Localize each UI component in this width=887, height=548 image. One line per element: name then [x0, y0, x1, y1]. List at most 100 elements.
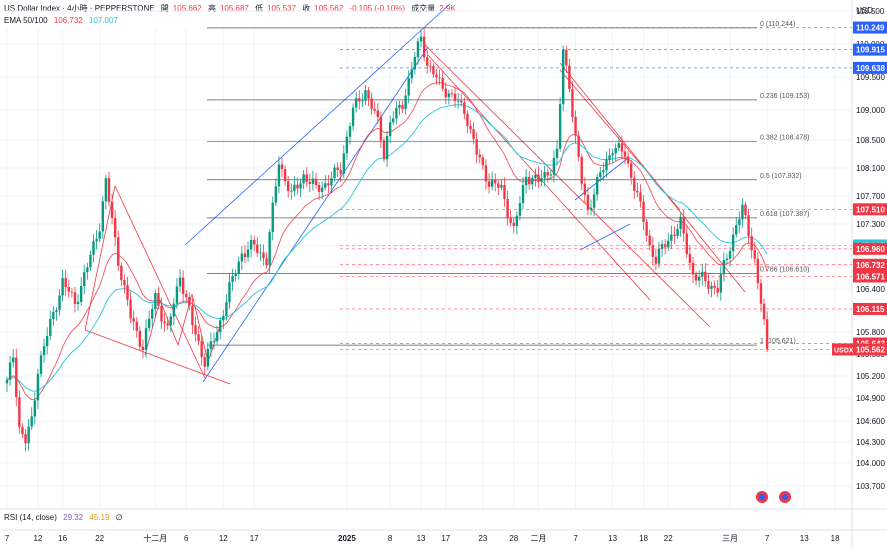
- candle-body: [79, 286, 83, 302]
- candle-body: [345, 136, 349, 154]
- candle-body: [327, 183, 330, 186]
- candle-body: [419, 36, 423, 42]
- candle-body: [682, 216, 685, 234]
- candle-body: [52, 311, 55, 319]
- candle-body: [67, 287, 70, 292]
- candle-body: [401, 104, 404, 110]
- candle-body: [636, 190, 639, 193]
- candle-body: [185, 293, 188, 298]
- ema-legend[interactable]: EMA 50/100 106.732 107.007: [4, 16, 122, 25]
- fib-level-label: 0.382 (108.478): [760, 135, 809, 142]
- candle-body: [716, 287, 719, 293]
- candle-body: [611, 153, 614, 156]
- candle-body: [435, 74, 438, 78]
- candle-body: [104, 178, 108, 202]
- symbol-title[interactable]: US Dollar Index · 4小時 · PEPPERSTONE: [4, 4, 155, 13]
- candle-body: [639, 192, 642, 202]
- trend-line: [202, 46, 429, 383]
- candle-body: [39, 355, 43, 374]
- candle-body: [333, 167, 336, 179]
- candle-body: [617, 143, 621, 148]
- candle-body: [123, 280, 126, 286]
- candle-body: [497, 183, 500, 188]
- price-tick-label: 107.700: [856, 192, 885, 201]
- currency-label[interactable]: USD: [856, 6, 873, 15]
- candle-body: [24, 434, 27, 444]
- candle-body: [762, 303, 766, 320]
- candle-body: [460, 100, 463, 103]
- candle-body: [215, 332, 219, 342]
- candle-body: [110, 201, 114, 218]
- candle-body: [55, 310, 58, 312]
- candle-body: [188, 297, 191, 306]
- candle-body: [163, 321, 166, 324]
- candle-body: [277, 164, 281, 187]
- candle-body: [595, 177, 599, 195]
- candle-body: [234, 273, 237, 277]
- candle-body: [361, 100, 364, 102]
- candle-body: [364, 90, 367, 101]
- time-axis[interactable]: 7 12 16 22 十二月 6 12 17 2025 8 13 17 23 28 二月 7 13 18 22 三月 7…: [5, 533, 840, 543]
- time-tick-label: 17: [441, 534, 450, 543]
- candle-body: [27, 426, 30, 444]
- candle-body: [574, 116, 577, 136]
- candle-body: [555, 148, 559, 158]
- symbol-tag-box: [832, 343, 853, 356]
- fib-level-label: 0.236 (109.153): [760, 93, 809, 100]
- candle-body: [577, 135, 580, 157]
- candle-body: [481, 157, 485, 166]
- candle-body: [626, 156, 630, 164]
- candle-body: [231, 276, 234, 283]
- candle-body: [317, 184, 321, 192]
- candle-body: [475, 139, 478, 155]
- candle-body: [728, 251, 732, 259]
- price-tick-label: 108.100: [856, 164, 885, 173]
- candle-body: [144, 328, 148, 350]
- candle-body: [268, 232, 271, 266]
- candle-body: [500, 185, 503, 188]
- candle-body: [765, 319, 769, 350]
- rsi-label: RSI (14, close): [4, 513, 57, 522]
- candle-body: [11, 357, 15, 363]
- candle-body: [194, 325, 197, 335]
- time-tick-label: 17: [250, 534, 259, 543]
- candle-body: [283, 169, 287, 182]
- candle-body: [113, 217, 117, 238]
- candle-body: [302, 174, 305, 184]
- time-tick-label: 22: [664, 534, 673, 543]
- candle-body: [293, 184, 296, 191]
- candle-body: [120, 265, 123, 281]
- price-tag-label: 106.960: [856, 245, 885, 254]
- candle-body: [524, 176, 528, 186]
- candle-body: [203, 357, 206, 367]
- time-tick-label: 13: [417, 534, 426, 543]
- candle-body: [101, 201, 104, 232]
- candle-body: [240, 253, 244, 262]
- candle-body: [562, 49, 565, 105]
- candle-body: [135, 321, 138, 331]
- candle-body: [191, 305, 194, 326]
- candle-body: [296, 184, 299, 189]
- time-tick-label: 7: [5, 534, 10, 543]
- candle-body: [722, 259, 726, 275]
- rsi-legend[interactable]: RSI (14, close) 29.32 45.19 ∅: [4, 513, 127, 522]
- candle-body: [673, 234, 676, 236]
- candle-body: [348, 126, 352, 137]
- candle-body: [543, 172, 546, 179]
- candle-body: [565, 49, 568, 66]
- time-tick-label: 十二月: [143, 533, 167, 543]
- candle-body: [741, 204, 744, 220]
- candle-body: [416, 41, 420, 57]
- candle-body: [45, 335, 49, 347]
- candle-body: [336, 167, 339, 171]
- candle-body: [456, 100, 460, 102]
- trend-drawings: [84, 3, 746, 385]
- candle-body: [426, 57, 429, 66]
- price-tick-label: 104.900: [856, 394, 885, 403]
- candle-body: [654, 256, 658, 264]
- us-flag-event-icon-inner: [759, 494, 765, 500]
- price-tick-label: 104.300: [856, 438, 885, 447]
- trend-line: [84, 329, 231, 385]
- price-tag-label: 105.562: [856, 345, 885, 354]
